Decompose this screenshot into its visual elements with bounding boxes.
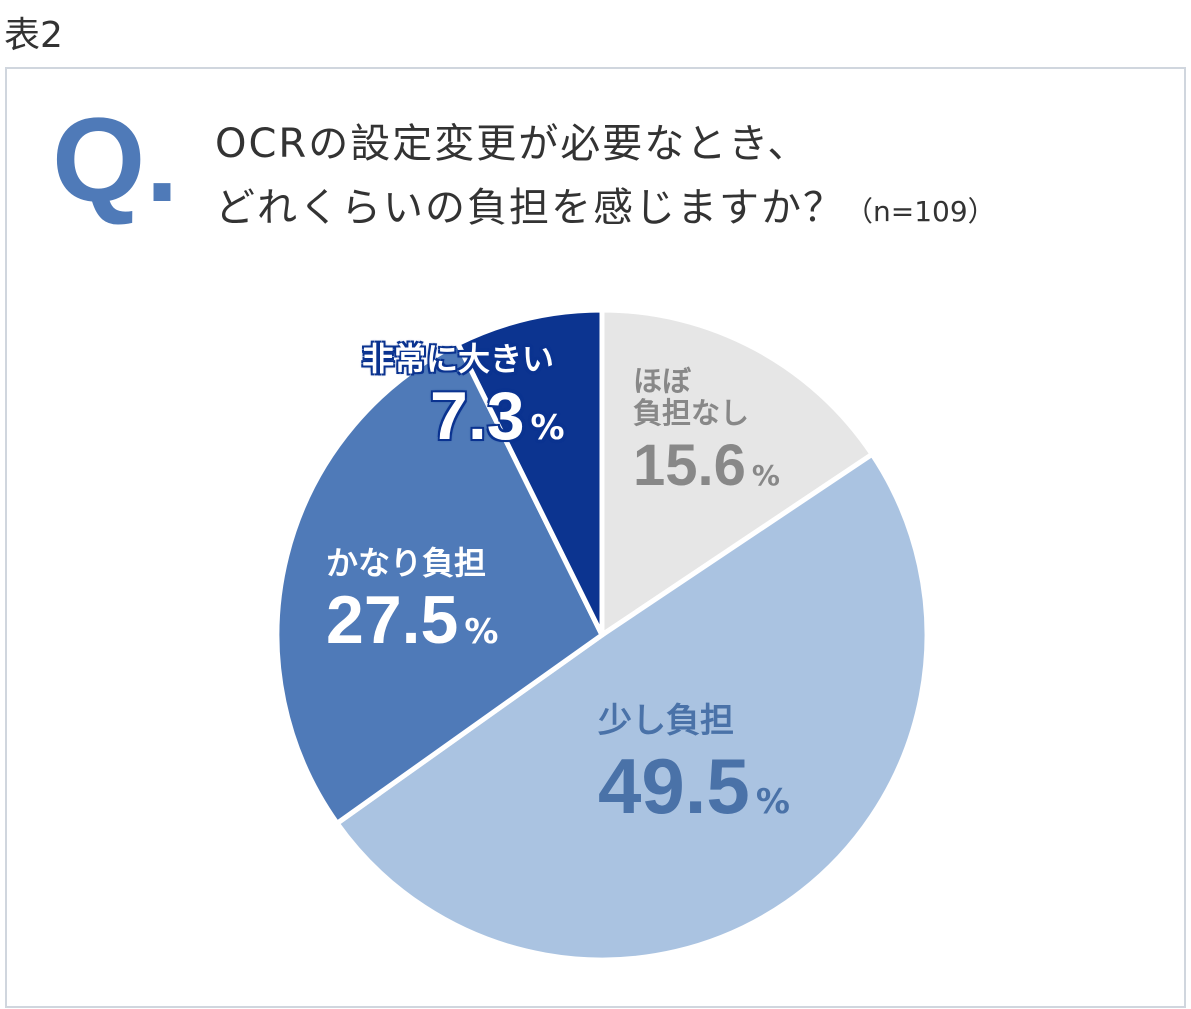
unit-slice-2: % [464, 612, 499, 653]
value-slice-1: 49.5 [598, 742, 750, 831]
value-slice-3: 7.3 [430, 378, 525, 455]
chart-frame [5, 67, 1186, 1008]
value-slice-2: 27.5 [326, 582, 459, 659]
label-slice-0: ほぼ 負担なし 15.6% [633, 364, 780, 498]
pie-slice-3 [455, 307, 605, 638]
unit-slice-0: % [751, 458, 780, 492]
question-title: OCRの設定変更が必要なとき、 どれくらいの負担を感じますか？（n=109） [215, 112, 996, 244]
label-slice-1: 少し負担 49.5% [598, 701, 790, 831]
label-slice-2: かなり負担 27.5% [326, 544, 499, 659]
pie-slice-2 [274, 341, 605, 826]
label-slice-2-text: かなり負担 [326, 544, 487, 582]
table-label: 表2 [4, 15, 63, 56]
label-slice-1-text: 少し負担 [598, 701, 734, 741]
label-slice-0-line2: 負担なし [633, 395, 750, 430]
label-slice-3: 非常に大きい 7.3% [362, 340, 565, 455]
unit-slice-3: % [530, 408, 565, 449]
label-slice-3-text: 非常に大きい [362, 340, 555, 378]
title-line-1: OCRの設定変更が必要なとき、 [215, 121, 810, 167]
sample-size: （n=109） [845, 195, 996, 228]
pie-slice-0 [599, 307, 875, 638]
value-slice-0: 15.6 [633, 432, 746, 498]
question-mark-q: Q. [52, 93, 179, 227]
title-line-2-text: どれくらいの負担を感じますか？ [215, 185, 845, 231]
title-line-2: どれくらいの負担を感じますか？（n=109） [215, 176, 996, 244]
pie-slice-1 [334, 451, 930, 963]
unit-slice-1: % [755, 782, 790, 823]
label-slice-0-line1: ほぼ [633, 364, 692, 398]
